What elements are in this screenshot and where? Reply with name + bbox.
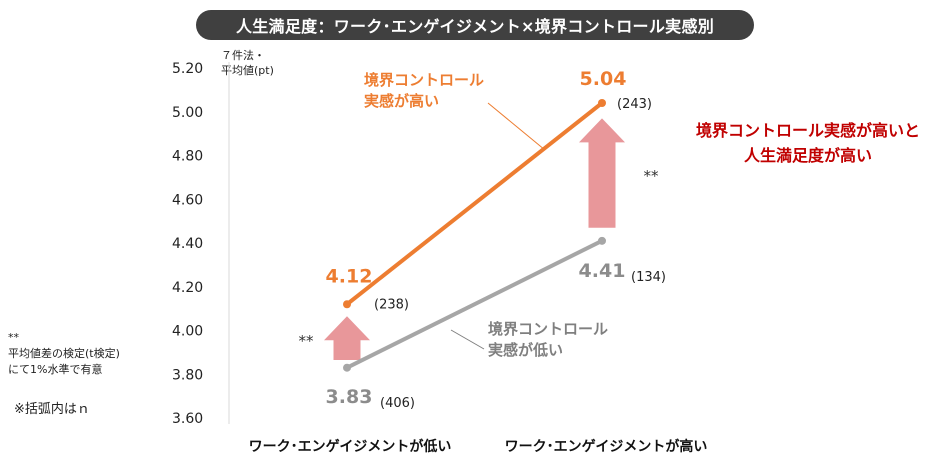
y-tick-label: 4.80 xyxy=(172,149,203,165)
data-label: 3.83 xyxy=(326,386,373,408)
significance-note: ** 平均値差の検定(t検定) にて1%水準で有意 xyxy=(8,330,120,378)
chart-title: 人生満足度：ワーク･エンゲイジメント×境界コントロール実感別 xyxy=(196,10,754,40)
note-line1: 平均値差の検定(t検定) xyxy=(8,347,120,360)
data-point xyxy=(343,300,351,309)
x-category-label: ワーク･エンゲイジメントが高い xyxy=(505,438,708,455)
series-label-high: 実感が高い xyxy=(364,92,439,110)
series-label-high: 境界コントロール xyxy=(364,71,484,89)
data-point xyxy=(343,363,351,372)
y-tick-label: 4.40 xyxy=(172,236,203,252)
significance-mark: ** xyxy=(299,332,315,350)
data-label: 4.12 xyxy=(326,265,373,287)
callout-line2: 人生満足度が高い xyxy=(743,146,872,165)
data-label: 5.04 xyxy=(580,68,627,90)
y-tick-label: 4.20 xyxy=(172,280,203,296)
data-label: 4.41 xyxy=(579,260,626,282)
n-label: (243) xyxy=(617,97,652,112)
y-tick-label: 4.00 xyxy=(172,324,203,340)
significance-arrow-low xyxy=(324,316,370,361)
n-label: (406) xyxy=(380,396,415,411)
n-label: (238) xyxy=(374,297,409,312)
series-label-low: 実感が低い xyxy=(488,341,563,359)
series-label-low: 境界コントロール xyxy=(488,320,608,338)
callout-line1: 境界コントロール実感が高いと xyxy=(695,121,920,140)
leader-line-high xyxy=(487,102,546,151)
series-line-high xyxy=(345,101,604,306)
y-tick-label: 4.60 xyxy=(172,192,203,208)
significance-mark: ** xyxy=(644,167,660,185)
y-axis-label: ７件法・ 平均値(pt) xyxy=(221,48,274,78)
data-point xyxy=(598,236,606,245)
y-axis-label-line2: 平均値(pt) xyxy=(221,64,274,77)
y-tick-label: 5.20 xyxy=(172,61,203,77)
significance-arrow-high xyxy=(579,118,625,228)
y-tick-label: 3.60 xyxy=(172,411,203,427)
n-label: (134) xyxy=(631,270,666,285)
leader-line-low xyxy=(450,329,485,350)
y-tick-label: 5.00 xyxy=(172,105,203,121)
conclusion-callout: 境界コントロール実感が高いと 人生満足度が高い xyxy=(668,118,948,168)
data-point xyxy=(598,99,606,107)
note-line2: にて1%水準で有意 xyxy=(8,363,103,376)
series-line-low xyxy=(346,239,603,370)
y-tick-label: 3.80 xyxy=(172,367,203,383)
sample-size-note: ※括弧内はｎ xyxy=(14,402,90,417)
note-mark: ** xyxy=(8,331,19,344)
y-axis-label-line1: ７件法・ xyxy=(221,49,265,62)
x-category-label: ワーク･エンゲイジメントが低い xyxy=(249,438,452,455)
